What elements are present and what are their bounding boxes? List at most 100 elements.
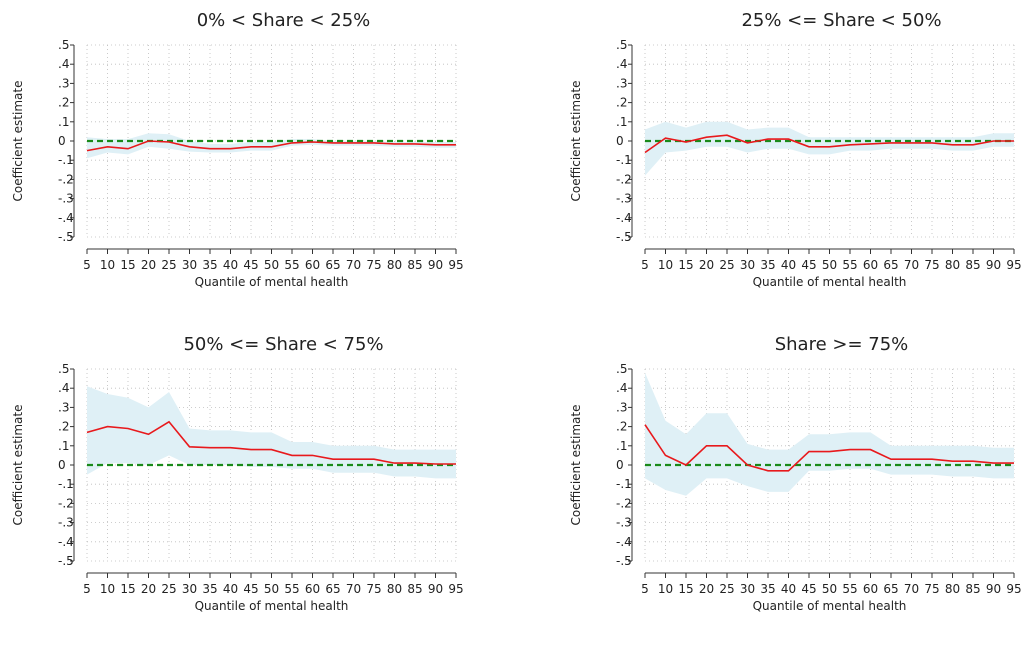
y-tick-label: -.2 xyxy=(616,496,632,510)
x-tick-label: 60 xyxy=(863,258,878,272)
x-tick-label: 30 xyxy=(182,582,197,596)
x-tick-label: 15 xyxy=(120,582,135,596)
x-tick-label: 25 xyxy=(161,582,176,596)
y-tick-label: -.4 xyxy=(616,211,632,225)
x-tick-label: 10 xyxy=(100,258,115,272)
x-tick-label: 10 xyxy=(100,582,115,596)
x-tick-label: 75 xyxy=(924,582,939,596)
chart-panel-2: 25% <= Share < 50% .5 .4 .3 .2 .1 0 -.1 -.2 -.3 -.… xyxy=(558,0,1033,324)
x-tick-label: 95 xyxy=(448,258,463,272)
y-tick-label: -.5 xyxy=(616,230,632,244)
x-tick-label: 30 xyxy=(740,582,755,596)
y-axis-title: Coefficient estimate xyxy=(569,81,583,202)
estimate-line xyxy=(86,420,456,465)
x-tick-label: 75 xyxy=(924,258,939,272)
x-tick-label: 25 xyxy=(719,258,734,272)
y-tick-label: -.3 xyxy=(58,192,74,206)
y-tick-label: .3 xyxy=(58,76,69,90)
x-tick-label: 50 xyxy=(264,258,279,272)
chart-panel-3: 50% <= Share < 75% .5 .4 .3 .2 .1 0 -.1 -.2 -.3 -.… xyxy=(0,324,516,648)
y-tick-label: -.2 xyxy=(58,172,74,186)
x-tick-label: 30 xyxy=(182,258,197,272)
x-tick-label: 25 xyxy=(719,582,734,596)
y-tick-label: .4 xyxy=(58,381,69,395)
x-tick-label: 75 xyxy=(366,582,381,596)
y-tick-label: .5 xyxy=(616,362,627,376)
x-tick-label: 65 xyxy=(883,582,898,596)
x-tick-label: 25 xyxy=(161,258,176,272)
y-axis-title: Coefficient estimate xyxy=(11,405,25,526)
y-tick-label: -.2 xyxy=(616,172,632,186)
x-tick-label: 10 xyxy=(658,582,673,596)
x-tick-label: 40 xyxy=(781,258,796,272)
y-tick-label: -.4 xyxy=(58,211,74,225)
x-tick-label: 95 xyxy=(448,582,463,596)
x-tick-label: 85 xyxy=(407,258,422,272)
x-tick-label: 15 xyxy=(678,582,693,596)
chart-title: 50% <= Share < 75% xyxy=(183,334,383,355)
x-tick-label: 5 xyxy=(641,582,649,596)
x-tick-label: 65 xyxy=(325,582,340,596)
y-axis-title: Coefficient estimate xyxy=(569,405,583,526)
chart-panel-4: Share >= 75% .5.4.3.2.1 0 -.1 -.2 -.3 -.4 -.5 5 1… xyxy=(558,324,1033,648)
x-tick-label: 45 xyxy=(801,582,816,596)
x-tick-label: 40 xyxy=(781,582,796,596)
x-tick-label: 70 xyxy=(346,582,361,596)
x-axis-title: Quantile of mental health xyxy=(195,599,349,613)
x-tick-label: 65 xyxy=(325,258,340,272)
y-tick-label: .4 xyxy=(58,57,69,71)
y-tick-label: -.2 xyxy=(58,496,74,510)
chart-title: 0% < Share < 25% xyxy=(197,10,371,31)
x-tick-label: 70 xyxy=(904,582,919,596)
x-tick-label: 90 xyxy=(428,582,443,596)
y-tick-label: -.1 xyxy=(616,153,632,167)
x-tick-label: 95 xyxy=(1006,258,1021,272)
chart-svg-3: 50% <= Share < 75% .5 .4 .3 .2 .1 0 -.1 -.2 -.3 -.… xyxy=(11,334,464,613)
y-tick-label: -.1 xyxy=(616,477,632,491)
chart-title: 25% <= Share < 50% xyxy=(741,10,941,31)
y-tick-label: -.3 xyxy=(58,516,74,530)
x-tick-label: 10 xyxy=(658,258,673,272)
y-axis-title: Coefficient estimate xyxy=(11,81,25,202)
x-tick-label: 95 xyxy=(1006,582,1021,596)
y-tick-label: .1 xyxy=(58,439,69,453)
x-tick-label: 35 xyxy=(760,582,775,596)
x-tick-label: 65 xyxy=(883,258,898,272)
x-tick-label: 35 xyxy=(760,258,775,272)
y-tick-label: -.3 xyxy=(616,192,632,206)
x-tick-label: 45 xyxy=(801,258,816,272)
y-tick-label: .4 xyxy=(616,381,627,395)
x-tick-label: 15 xyxy=(678,258,693,272)
x-tick-label: 90 xyxy=(986,258,1001,272)
x-tick-label: 20 xyxy=(699,258,714,272)
y-tick-label: .5 xyxy=(616,38,627,52)
y-tick-label: .3 xyxy=(58,400,69,414)
y-tick-label: -.3 xyxy=(616,516,632,530)
x-tick-label: 45 xyxy=(243,582,258,596)
x-tick-label: 60 xyxy=(305,582,320,596)
x-tick-label: 85 xyxy=(965,258,980,272)
y-tick-label: .5 xyxy=(58,362,69,376)
y-tick-label: -.1 xyxy=(58,477,74,491)
y-tick-label: .2 xyxy=(616,96,627,110)
x-tick-label: 55 xyxy=(284,258,299,272)
y-tick-label: .1 xyxy=(616,439,627,453)
x-tick-label: 90 xyxy=(986,582,1001,596)
y-tick-label: 0 xyxy=(58,134,66,148)
y-tick-label: .3 xyxy=(616,76,627,90)
x-axis-title: Quantile of mental health xyxy=(753,599,907,613)
x-tick-label: 85 xyxy=(965,582,980,596)
y-tick-label: -.1 xyxy=(58,153,74,167)
x-tick-label: 20 xyxy=(141,258,156,272)
x-tick-label: 40 xyxy=(223,258,238,272)
x-tick-label: 30 xyxy=(740,258,755,272)
x-tick-label: 60 xyxy=(305,258,320,272)
estimate-line xyxy=(644,424,1014,472)
chart-svg-2: 25% <= Share < 50% .5 .4 .3 .2 .1 0 -.1 -.2 -.3 -.… xyxy=(569,10,1022,289)
y-tick-label: .1 xyxy=(616,115,627,129)
x-tick-label: 55 xyxy=(842,258,857,272)
x-tick-label: 5 xyxy=(83,258,91,272)
x-tick-label: 55 xyxy=(842,582,857,596)
x-tick-label: 70 xyxy=(346,258,361,272)
